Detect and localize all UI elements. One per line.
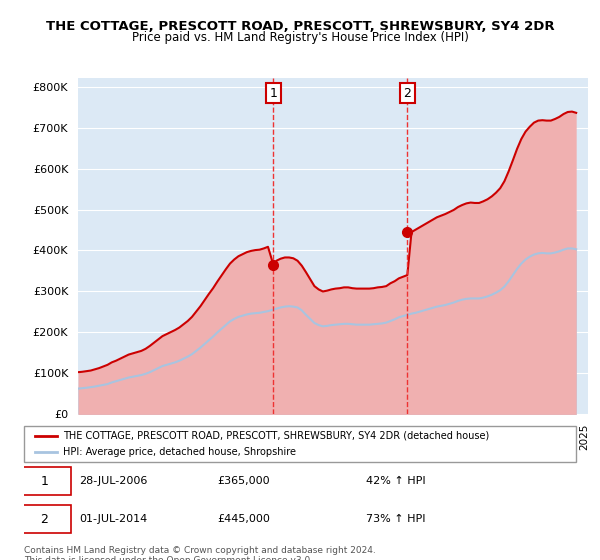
Text: £445,000: £445,000	[217, 514, 270, 524]
FancyBboxPatch shape	[19, 467, 71, 496]
Text: Price paid vs. HM Land Registry's House Price Index (HPI): Price paid vs. HM Land Registry's House …	[131, 31, 469, 44]
Text: 2: 2	[403, 87, 411, 100]
Text: 42% ↑ HPI: 42% ↑ HPI	[366, 476, 426, 486]
Text: 1: 1	[40, 475, 49, 488]
Text: 01-JUL-2014: 01-JUL-2014	[79, 514, 148, 524]
FancyBboxPatch shape	[19, 505, 71, 533]
FancyBboxPatch shape	[24, 426, 576, 462]
Text: 1: 1	[269, 87, 277, 100]
Text: THE COTTAGE, PRESCOTT ROAD, PRESCOTT, SHREWSBURY, SY4 2DR: THE COTTAGE, PRESCOTT ROAD, PRESCOTT, SH…	[46, 20, 554, 32]
Text: 73% ↑ HPI: 73% ↑ HPI	[366, 514, 426, 524]
Text: HPI: Average price, detached house, Shropshire: HPI: Average price, detached house, Shro…	[62, 447, 296, 457]
Text: £365,000: £365,000	[217, 476, 270, 486]
Text: 2: 2	[40, 512, 49, 525]
Text: THE COTTAGE, PRESCOTT ROAD, PRESCOTT, SHREWSBURY, SY4 2DR (detached house): THE COTTAGE, PRESCOTT ROAD, PRESCOTT, SH…	[62, 431, 489, 441]
Text: Contains HM Land Registry data © Crown copyright and database right 2024.
This d: Contains HM Land Registry data © Crown c…	[24, 546, 376, 560]
Text: 28-JUL-2006: 28-JUL-2006	[79, 476, 148, 486]
